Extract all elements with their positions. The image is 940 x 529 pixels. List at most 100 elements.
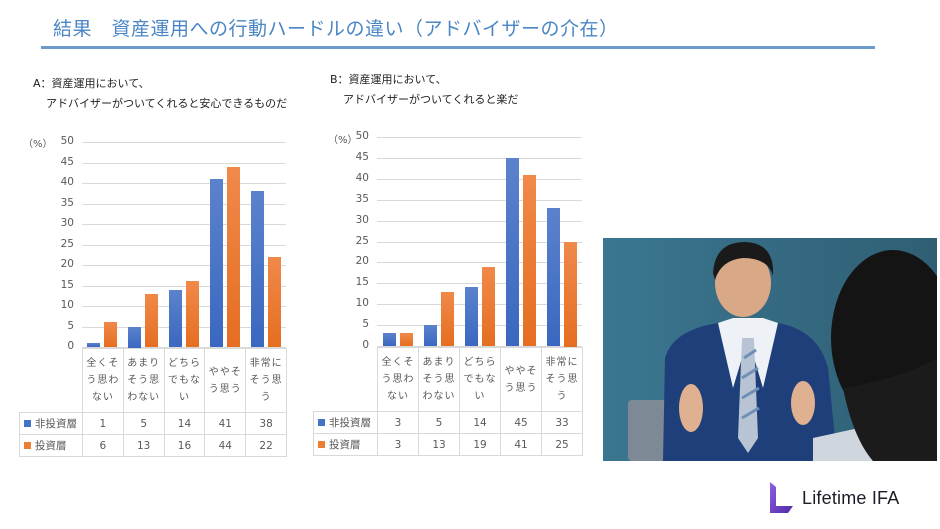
gridline [377, 200, 582, 201]
table-cell: 19 [459, 433, 501, 456]
y-tick-label: 50 [355, 130, 369, 142]
table-cell: 44 [204, 434, 247, 457]
y-tick-label: 10 [60, 299, 74, 311]
gridline [377, 283, 582, 284]
series-name: 非投資層 [329, 417, 371, 429]
category-label: 全くそ う思わ ない [82, 348, 124, 413]
gridline [82, 224, 286, 225]
bar-investor [186, 281, 199, 347]
category-label: どちら でもない [459, 347, 501, 412]
data-table: 全くそ う思わ ない あまり そう思 わない どちら でもないややそ う思う 非常に そう思う非投資… [313, 347, 583, 456]
chart-b-question-line1: B：資産運用において、 [330, 73, 447, 86]
table-corner [313, 347, 378, 412]
y-tick-label: 5 [362, 318, 369, 330]
series-label: 非投資層 [313, 411, 378, 434]
legend-key-icon [24, 420, 31, 427]
y-tick-label: 20 [60, 258, 74, 270]
category-label-line: 全くそ [86, 358, 120, 369]
bar-non-investor [424, 325, 437, 346]
legend-key-icon [318, 441, 325, 448]
table-cell: 41 [500, 433, 542, 456]
gridline [377, 262, 582, 263]
category-label: あまり そう思 わない [122, 348, 165, 413]
bar-investor [268, 257, 281, 347]
bar-non-investor [128, 327, 141, 348]
category-label-line: そう思 [422, 374, 456, 385]
bar-investor [441, 292, 454, 346]
bar-investor [400, 333, 413, 346]
category-label-line: 非常に [249, 358, 283, 369]
bar-non-investor [210, 179, 223, 347]
table-cell: 25 [541, 433, 583, 456]
y-tick-label: 40 [355, 172, 369, 184]
table-cell: 45 [500, 411, 542, 434]
chart-b-question-line2: アドバイザーがついてくれると楽だ [343, 93, 519, 106]
category-label-line: わない [422, 391, 456, 402]
category-label: 非常に そう思う [541, 347, 583, 412]
gridline [377, 346, 582, 347]
y-tick-label: 15 [355, 276, 369, 288]
category-label-line: う [260, 392, 272, 403]
bar-non-investor [506, 158, 519, 346]
gridline [82, 245, 286, 246]
legend-key-icon [318, 419, 325, 426]
y-tick-label: 30 [60, 217, 74, 229]
gridline [377, 158, 582, 159]
category-label-line: わない [127, 392, 161, 403]
y-tick-label: 15 [60, 279, 74, 291]
category-label-line: ない [91, 392, 114, 403]
table-row: 非投資層 3 5 14 45 33 [313, 411, 583, 434]
y-tick-label: 0 [362, 339, 369, 351]
gridline [82, 183, 286, 184]
bar-non-investor [169, 290, 182, 347]
table-cell: 1 [82, 412, 124, 435]
category-label-line: そう思 [545, 374, 579, 385]
bar-non-investor [251, 191, 264, 347]
table-cell: 38 [245, 412, 287, 435]
table-cell: 13 [122, 434, 165, 457]
bar-non-investor [547, 208, 560, 346]
category-label-line: ややそ [504, 365, 538, 377]
gridline [377, 304, 582, 305]
table-cell: 3 [377, 433, 419, 456]
gridline [82, 163, 286, 164]
series-name: 投資層 [35, 440, 67, 452]
category-label-line: 非常に [545, 357, 579, 368]
category-label-line: そう思 [127, 375, 161, 386]
gridline [82, 286, 286, 287]
series-label: 投資層 [313, 433, 378, 456]
gridline [82, 327, 286, 328]
table-row: 非投資層 1 5 14 41 38 [19, 412, 287, 435]
gridline [82, 142, 286, 143]
table-cell: 16 [163, 434, 206, 457]
series-label: 投資層 [19, 434, 83, 457]
bar-investor [104, 322, 117, 347]
chart-a-question: A：資産運用において、 アドバイザーがついてくれると安心できるものだ [33, 74, 287, 114]
category-label-line: ややそ [208, 366, 242, 378]
gridline [377, 242, 582, 243]
y-tick-label: 5 [67, 320, 74, 332]
bar-investor [523, 175, 536, 346]
page-title: 結果 資産運用への行動ハードルの違い（アドバイザーの介在） [53, 18, 619, 40]
table-cell: 14 [163, 412, 206, 435]
category-label: ややそ う思う [500, 347, 542, 412]
y-tick-label: 25 [60, 238, 74, 250]
advisor-photo [603, 238, 937, 461]
table-cell: 33 [541, 411, 583, 434]
category-label: ややそ う思う [204, 348, 247, 413]
lifetime-ifa-logo: Lifetime IFA [768, 482, 899, 514]
bar-non-investor [465, 287, 478, 346]
table-row: 投資層 3 13 19 41 25 [313, 433, 583, 456]
series-label: 非投資層 [19, 412, 83, 435]
table-cell: 6 [82, 434, 124, 457]
table-cell: 41 [204, 412, 247, 435]
gridline [377, 137, 582, 138]
category-label-line: う [556, 391, 568, 402]
table-cell: 13 [418, 433, 460, 456]
y-tick-label: 10 [355, 297, 369, 309]
y-tick-label: 0 [67, 340, 74, 352]
advisor-photo-illustration [603, 238, 937, 461]
category-label-line: い [178, 392, 190, 403]
bar-investor [564, 242, 577, 347]
category-label-line: あまり [127, 358, 161, 369]
